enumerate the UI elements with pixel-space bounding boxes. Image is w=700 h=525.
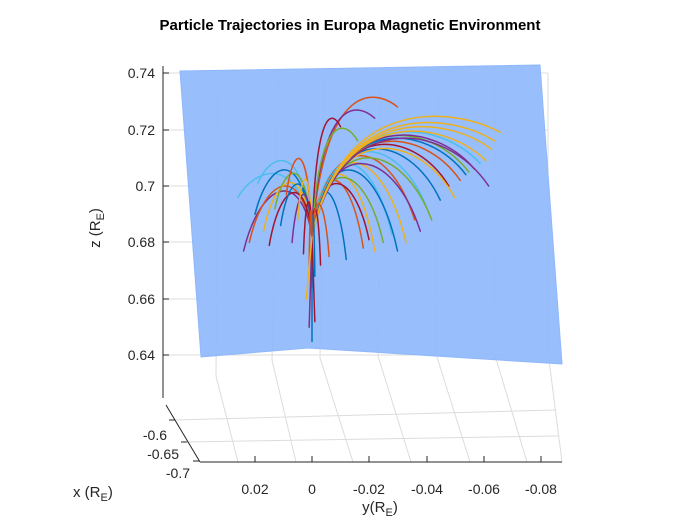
- chart-title: Particle Trajectories in Europa Magnetic…: [160, 17, 541, 34]
- x-axis-label: x (RE): [73, 484, 113, 504]
- z-axis: 0.74 0.72 0.7 0.68 0.66 0.64 z (RE): [87, 65, 169, 398]
- z-tick-label: 0.66: [128, 291, 155, 307]
- x-tick-label: -0.65: [147, 446, 179, 462]
- y-tick-label: 0: [308, 481, 316, 497]
- trajectory-line: [268, 191, 313, 247]
- y-tick-label: 0.02: [241, 481, 268, 497]
- trajectory-stem: [311, 236, 316, 323]
- trajectory-line: [311, 96, 399, 238]
- z-tick-label: 0.68: [128, 234, 155, 250]
- trajectory-line: [311, 137, 490, 238]
- trajectory-line: [311, 127, 359, 238]
- y-tick-label: -0.06: [468, 481, 500, 497]
- y-tick-label: -0.02: [353, 481, 385, 497]
- trajectory-line: [311, 117, 342, 238]
- trajectory-series: [237, 96, 501, 343]
- x-tick-label: -0.7: [166, 465, 190, 481]
- z-tick-label: 0.7: [136, 178, 156, 194]
- y-axis-label: y(RE): [362, 499, 398, 519]
- surface-plane: [179, 64, 563, 365]
- y-tick-label: -0.04: [411, 481, 443, 497]
- z-tick-label: 0.72: [128, 122, 155, 138]
- z-axis-label: z (RE): [87, 208, 107, 248]
- trajectory-stem: [308, 236, 313, 328]
- x-axis: -0.6 -0.65 -0.7 x (RE): [73, 404, 201, 504]
- trajectory-line: [308, 210, 313, 269]
- z-tick-label: 0.74: [128, 65, 155, 81]
- y-tick-label: -0.08: [525, 481, 557, 497]
- trajectory-line: [311, 115, 501, 238]
- trajectory-stem: [305, 236, 313, 300]
- z-tick-label: 0.64: [128, 347, 155, 363]
- trajectory-line: [242, 190, 313, 252]
- y-axis: 0.02 0 -0.02 -0.04 -0.06 -0.08 y(RE): [200, 456, 562, 519]
- x-tick-label: -0.6: [143, 427, 167, 443]
